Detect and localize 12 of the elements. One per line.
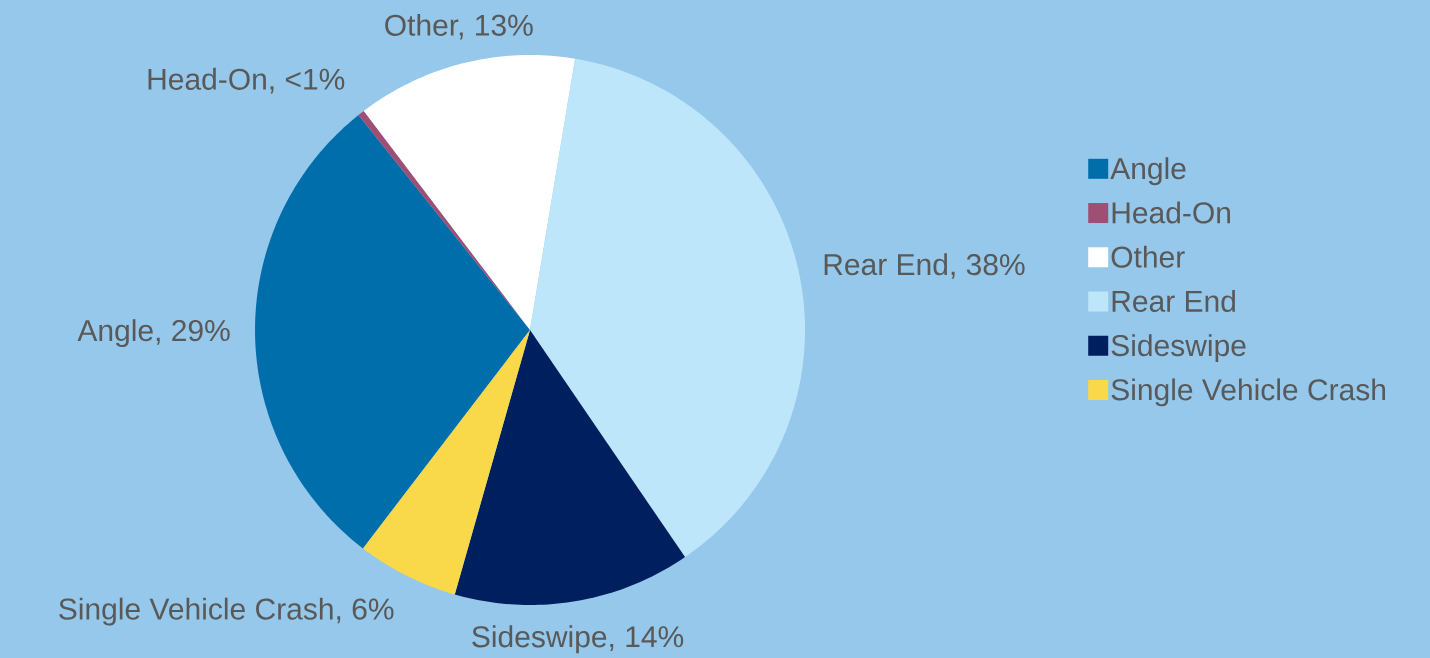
data-label: Rear End, 38% bbox=[824, 253, 1025, 279]
data-label: Sideswipe, 14% bbox=[472, 625, 684, 654]
legend-label: Other bbox=[1111, 245, 1185, 268]
data-label: Head-On, <1% bbox=[148, 67, 345, 94]
data-label: Other, 13% bbox=[385, 13, 533, 40]
data-label: Single Vehicle Crash, 6% bbox=[59, 597, 394, 626]
legend-label: Head-On bbox=[1112, 201, 1230, 224]
legend-label: Single Vehicle Crash bbox=[1111, 378, 1386, 407]
legend-label: Angle bbox=[1110, 157, 1186, 186]
data-label: Angle, 29% bbox=[77, 319, 230, 348]
legend-label: Sideswipe bbox=[1111, 334, 1246, 363]
legend-label: Rear End bbox=[1112, 289, 1235, 312]
